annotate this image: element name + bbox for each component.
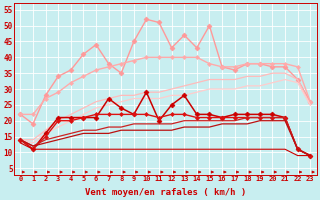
X-axis label: Vent moyen/en rafales ( km/h ): Vent moyen/en rafales ( km/h ) <box>85 188 246 197</box>
